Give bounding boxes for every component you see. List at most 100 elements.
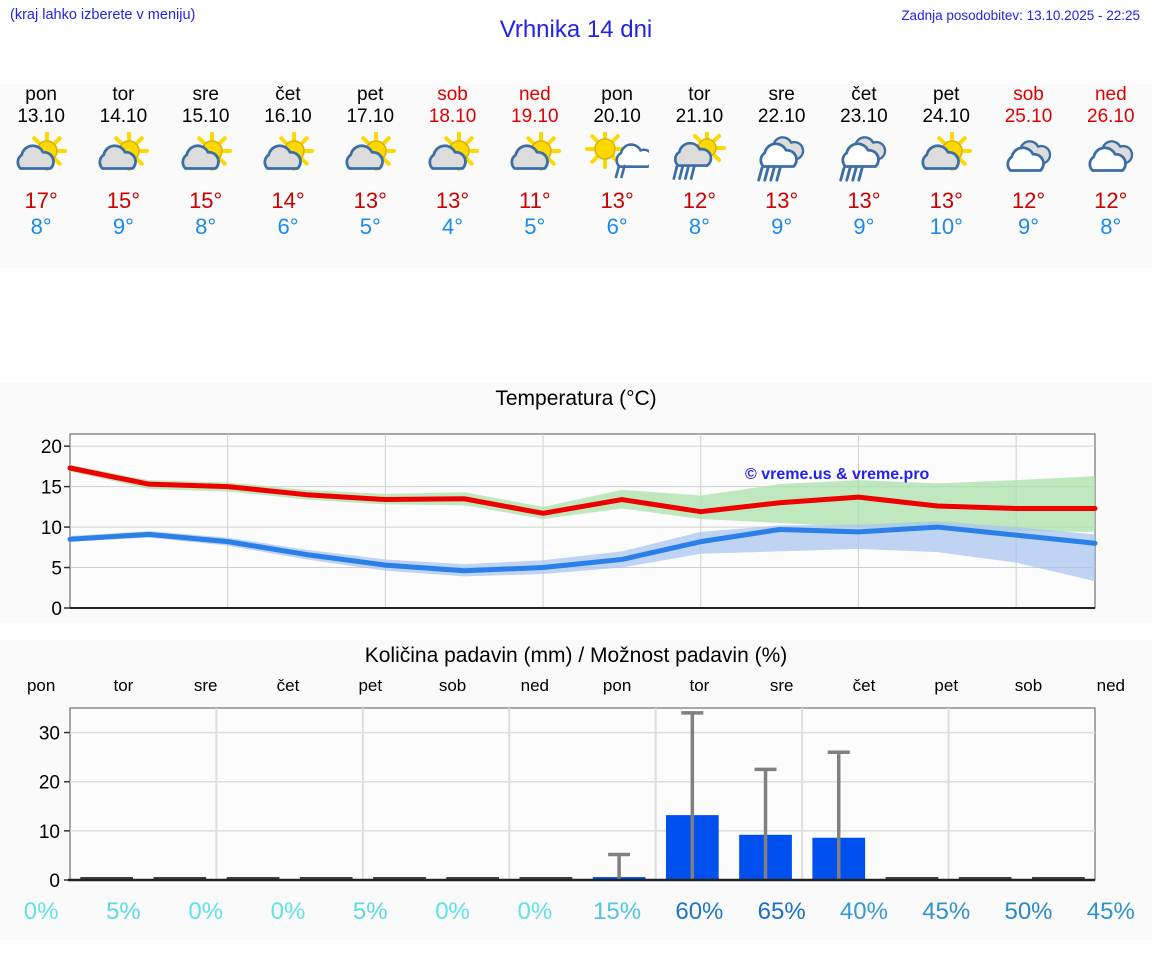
precipitation-probability: 5% [106,898,141,925]
min-temperature: 9° [771,214,793,239]
day-column[interactable]: sre 15.10 15° 8° [165,84,247,268]
precipitation-panel: Količina padavin (mm) / Možnost padavin … [0,640,1152,940]
max-temperature: 13° [847,188,881,213]
min-temperature: 6° [606,214,628,239]
min-temperature: 9° [853,214,875,239]
day-date: 25.10 [1004,106,1053,127]
day-column[interactable]: tor 21.10 12° 8° [658,84,740,268]
svg-text:15: 15 [41,478,62,499]
day-column[interactable]: pet 24.10 13° 10° [905,84,987,268]
precipitation-probability: 0% [188,898,224,925]
precipitation-probability: 0% [270,898,306,925]
precipitation-probability: 45% [1086,898,1135,925]
day-column[interactable]: tor 14.10 15° 9° [82,84,164,268]
min-temperature: 6° [277,214,299,239]
precipitation-day-label: sre [769,676,794,695]
precipitation-day-label: sob [1014,676,1043,695]
precipitation-chart-title: Količina padavin (mm) / Možnost padavin … [364,644,788,667]
day-column[interactable]: sob 18.10 13° 4° [411,84,493,268]
day-column[interactable]: sre 22.10 13° 9° [741,84,823,268]
precipitation-day-label: pon [602,676,632,695]
day-of-week: pet [357,84,384,105]
day-column[interactable]: pon 20.10 13° 6° [576,84,658,268]
precipitation-day-label: ned [520,676,550,695]
precipitation-chart: 0 10 20 30 [39,707,1096,892]
day-of-week: tor [688,84,711,105]
max-temperature: 13° [765,188,799,213]
day-date: 15.10 [181,106,230,127]
page-header: (kraj lahko izberete v meniju) Vrhnika 1… [0,0,1152,60]
min-temperature: 8° [195,214,217,239]
precipitation-probability: 40% [839,898,888,925]
precipitation-bar [885,877,939,880]
precipitation-whisker [681,711,704,880]
precipitation-day-labels: pon tor sre čet pet sob ned pon tor sre čet pet sob n… [0,676,1152,698]
page-title: Vrhnika 14 dni [499,16,653,43]
precipitation-whisker [754,767,777,880]
precipitation-bar [373,877,426,880]
day-of-week: sob [437,84,468,105]
max-temperature: 15° [189,188,223,213]
svg-text:0: 0 [51,599,62,616]
watermark: © vreme.us & vreme.pro [745,466,930,483]
max-temperature: 12° [682,188,717,213]
day-date: 13.10 [17,106,65,127]
precipitation-day-label: pet [934,676,959,695]
precipitation-bar [80,877,133,880]
precipitation-whisker [608,852,631,880]
precipitation-probability: 0% [23,898,59,925]
precipitation-whisker [827,750,850,880]
precipitation-bar [519,877,573,880]
cloud-icon [1079,132,1143,184]
sun-cloud-icon [174,132,238,184]
sun-cloud-icon [338,132,402,184]
precipitation-bar [153,877,207,880]
precipitation-probability: 15% [593,898,642,925]
day-column[interactable]: ned 26.10 12° 8° [1070,84,1152,268]
max-temperature: 12° [1011,188,1046,213]
day-date: 18.10 [428,106,477,127]
min-temperature: 9° [1017,214,1040,239]
precipitation-day-label: tor [113,676,134,695]
menu-hint: (kraj lahko izberete v meniju) [10,7,196,23]
day-date: 22.10 [757,106,806,127]
day-of-week: pet [933,84,960,105]
day-column[interactable]: sob 25.10 12° 9° [987,84,1069,268]
day-column[interactable]: ned 19.10 11° 5° [494,84,576,268]
day-column[interactable]: čet 23.10 13° 9° [823,84,905,268]
sun-cloud-icon [503,132,567,184]
day-date: 23.10 [840,106,888,127]
precipitation-probability: 0% [435,898,470,925]
precipitation-probability: 60% [675,898,724,925]
sun-cloud-icon [914,132,978,184]
sun-cloud-light-rain-icon [585,132,650,184]
svg-text:10: 10 [39,822,60,843]
day-column[interactable]: čet 16.10 14° 6° [247,84,329,268]
precipitation-probability: 50% [1004,898,1053,925]
day-of-week: pon [25,84,57,105]
day-date: 16.10 [264,106,312,127]
day-of-week: sob [1013,84,1044,105]
day-date: 14.10 [99,106,148,127]
temperature-chart-title: Temperatura (°C) [495,387,657,410]
precipitation-day-label: sre [193,676,218,695]
max-temperature: 17° [24,188,58,213]
max-temperature: 11° [519,188,551,213]
day-of-week: tor [112,84,135,105]
temperature-panel: Temperatura (°C) 0 5 10 15 20 [0,382,1152,622]
precipitation-bar [1032,877,1085,880]
last-update-label: Zadnja posodobitev: 13.10.2025 - 22:25 [901,8,1140,23]
day-of-week: čet [275,84,301,105]
day-of-week: sre [192,84,219,105]
max-temperature: 13° [435,188,470,213]
max-temperature: 13° [600,188,634,213]
day-column[interactable]: pet 17.10 13° 5° [329,84,411,268]
svg-text:30: 30 [39,724,60,745]
precipitation-probability-row: 0% 5% 0% 0% 5% 0% 0% 15% 60% 65% 40% 45% 50% 45% [0,898,1152,938]
day-column[interactable]: pon 13.10 17° 8° [0,84,82,268]
precipitation-probability: 65% [757,898,806,925]
day-date: 20.10 [593,106,641,127]
day-date: 17.10 [346,106,395,127]
svg-text:20: 20 [41,437,62,458]
day-date: 21.10 [675,106,724,127]
